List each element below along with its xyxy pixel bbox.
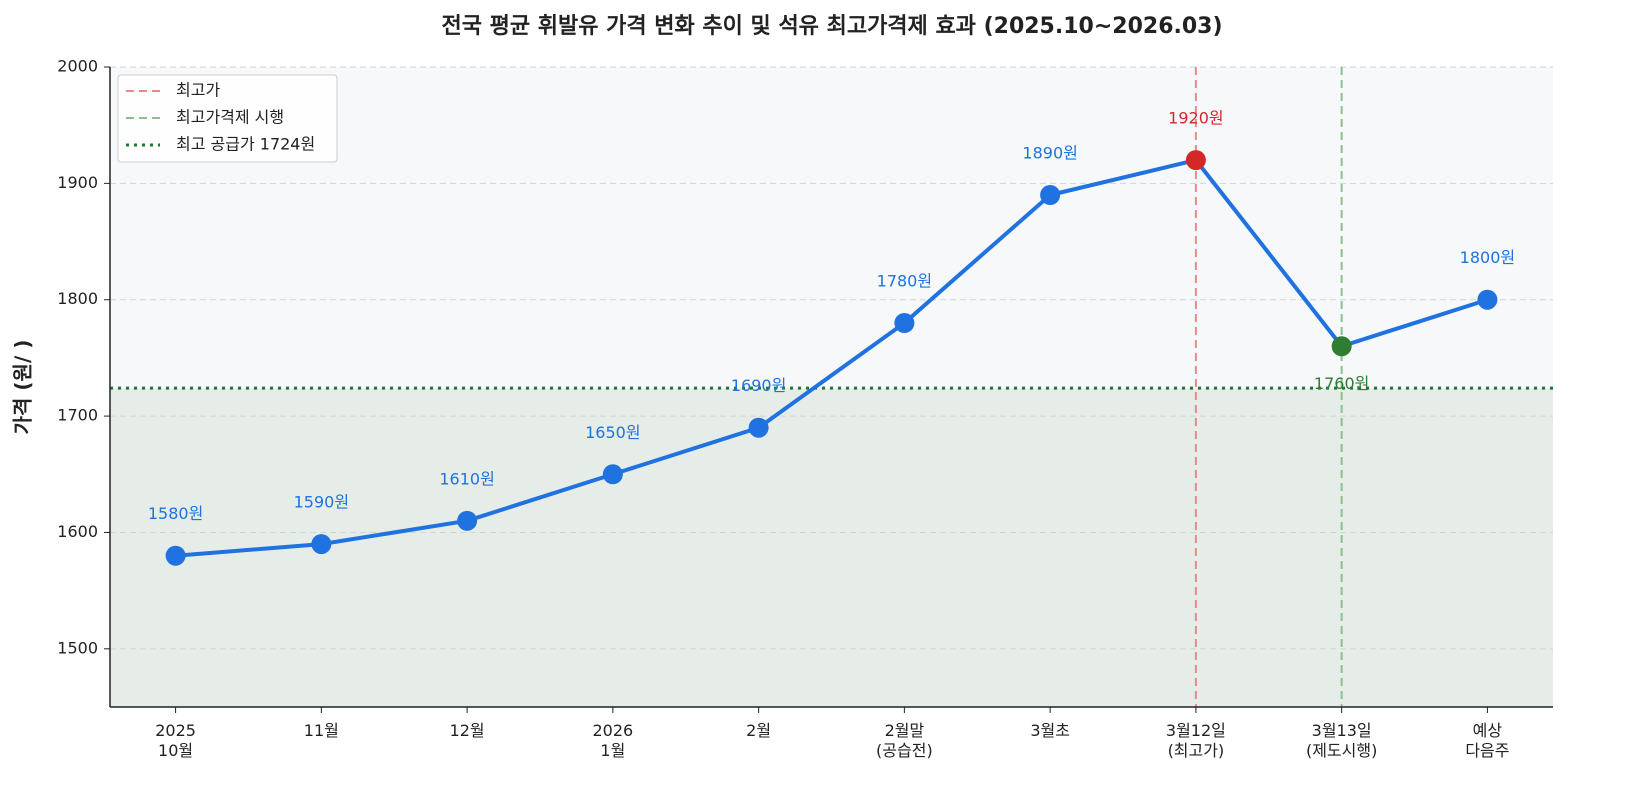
value-label: 1690원	[731, 376, 786, 395]
x-tick-label: 12월	[450, 721, 485, 740]
x-tick-line: 예상	[1473, 721, 1503, 740]
value-label: 1650원	[585, 423, 640, 442]
value-label: 1890원	[1022, 144, 1077, 163]
data-point	[165, 545, 186, 566]
data-point	[1331, 336, 1352, 357]
value-label: 1800원	[1460, 248, 1515, 267]
y-tick-label: 2000	[57, 57, 98, 76]
data-point	[894, 313, 915, 333]
x-tick-line: 11월	[304, 721, 339, 740]
x-tick-line: 다음주	[1465, 741, 1509, 760]
y-tick-label: 1600	[57, 522, 98, 541]
legend-box	[117, 74, 338, 163]
value-label: 1760원	[1314, 374, 1369, 393]
x-tick-label: 2025 10월	[155, 721, 196, 760]
x-tick-label: 11월	[304, 721, 339, 740]
y-axis-label: 가격 (원/ )	[11, 340, 35, 435]
data-line	[175, 158, 1489, 558]
chart-title: 전국 평균 휘발유 가격 변화 추이 및 석유 최고가격제 효과 (2025.1…	[441, 14, 1222, 39]
value-label: 1590원	[294, 493, 349, 512]
x-tick-line: 3월초	[1030, 721, 1070, 740]
x-tick-line: 3월13일	[1312, 721, 1372, 740]
y-tick-label: 1800	[57, 289, 98, 308]
y-tick-label: 1500	[57, 638, 98, 657]
x-tick-label: 2월말 (공습전)	[876, 721, 933, 760]
data-point	[1185, 150, 1206, 171]
x-tick-line: 2026	[593, 721, 634, 740]
value-label: 1780원	[877, 272, 932, 291]
value-label: 1610원	[439, 469, 494, 488]
data-point	[457, 510, 478, 531]
y-tick-label: 1900	[57, 173, 98, 192]
x-tick-line: (공습전)	[876, 741, 933, 760]
x-tick-label: 3월13일 (제도시행)	[1306, 721, 1377, 760]
y-tick-label: 1700	[57, 406, 98, 425]
data-point	[748, 417, 769, 438]
x-tick-label: 3월12일 (최고가)	[1166, 721, 1226, 760]
value-label: 1920원	[1168, 109, 1223, 128]
legend-label: 최고 공급가 1724원	[176, 135, 315, 154]
data-point	[602, 464, 623, 485]
x-tick-line: 2025	[155, 721, 196, 740]
upper-band	[110, 67, 1553, 389]
x-tick-line: 3월12일	[1166, 721, 1226, 740]
data-point	[1040, 185, 1061, 205]
data-point	[1477, 289, 1498, 310]
x-tick-line: 2월	[746, 721, 771, 740]
x-tick-line: 2월말	[885, 721, 925, 740]
legend-label: 최고가격제 시행	[176, 108, 284, 127]
x-tick-line: (최고가)	[1168, 741, 1225, 760]
x-tick-line: (제도시행)	[1306, 741, 1377, 760]
value-label: 1580원	[148, 504, 203, 523]
x-tick-label: 2월	[746, 721, 771, 740]
lower-band	[110, 388, 1553, 707]
data-point	[311, 534, 332, 555]
x-tick-label: 2026 1월	[593, 721, 634, 760]
legend-label: 최고가	[176, 81, 220, 100]
x-tick-label: 예상 다음주	[1465, 721, 1509, 760]
x-tick-label: 3월초	[1030, 721, 1070, 740]
x-tick-line: 1월	[600, 741, 625, 760]
x-tick-line: 12월	[450, 721, 485, 740]
x-tick-line: 10월	[158, 741, 193, 760]
